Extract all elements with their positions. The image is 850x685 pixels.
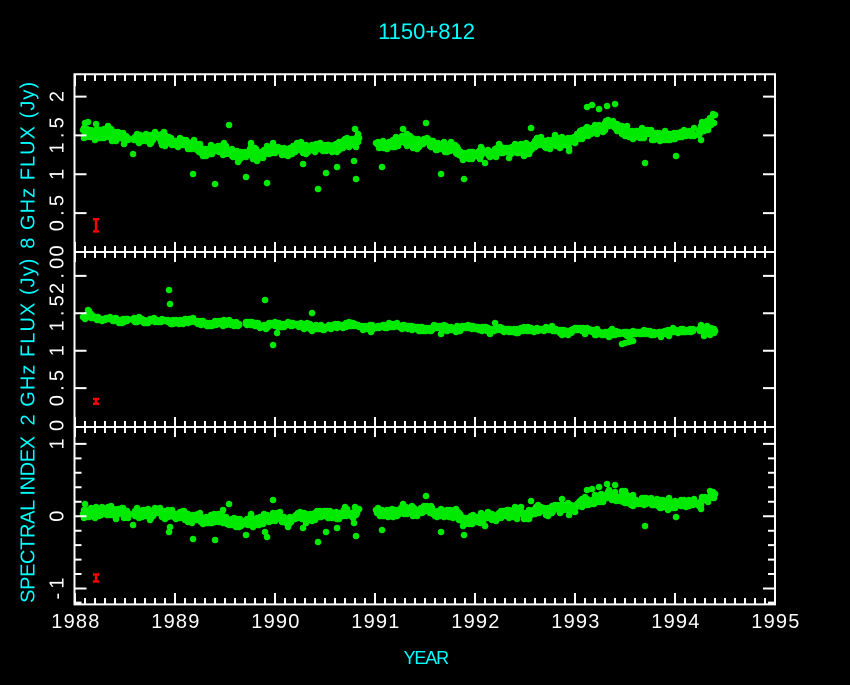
svg-text:1.5: 1.5 (47, 291, 69, 331)
svg-text:1150+812: 1150+812 (378, 19, 475, 44)
svg-text:SPECTRAL INDEX: SPECTRAL INDEX (18, 436, 40, 603)
svg-text:2 GHz FLUX (Jy): 2 GHz FLUX (Jy) (18, 258, 40, 426)
svg-text:0.5: 0.5 (47, 366, 69, 406)
svg-text:YEAR: YEAR (404, 648, 450, 668)
svg-text:1988: 1988 (51, 611, 100, 633)
svg-text:1: 1 (47, 434, 69, 449)
svg-text:1: 1 (47, 165, 69, 180)
svg-text:2: 2 (47, 87, 69, 102)
svg-text:1.5: 1.5 (47, 113, 69, 153)
svg-text:1991: 1991 (351, 611, 400, 633)
svg-text:1: 1 (47, 341, 69, 356)
svg-text:-1: -1 (47, 573, 69, 599)
svg-text:0: 0 (47, 416, 69, 431)
svg-text:1994: 1994 (651, 611, 700, 633)
svg-text:1995: 1995 (751, 611, 800, 633)
svg-text:1989: 1989 (151, 611, 200, 633)
svg-text:0: 0 (47, 506, 69, 521)
svg-text:8 GHz FLUX (Jy): 8 GHz FLUX (Jy) (18, 81, 40, 249)
svg-text:1992: 1992 (451, 611, 500, 633)
svg-text:0.5: 0.5 (47, 191, 69, 231)
svg-text:2.0: 2.0 (47, 254, 69, 294)
svg-text:1993: 1993 (551, 611, 600, 633)
svg-text:0: 0 (47, 241, 69, 256)
svg-text:1990: 1990 (251, 611, 300, 633)
